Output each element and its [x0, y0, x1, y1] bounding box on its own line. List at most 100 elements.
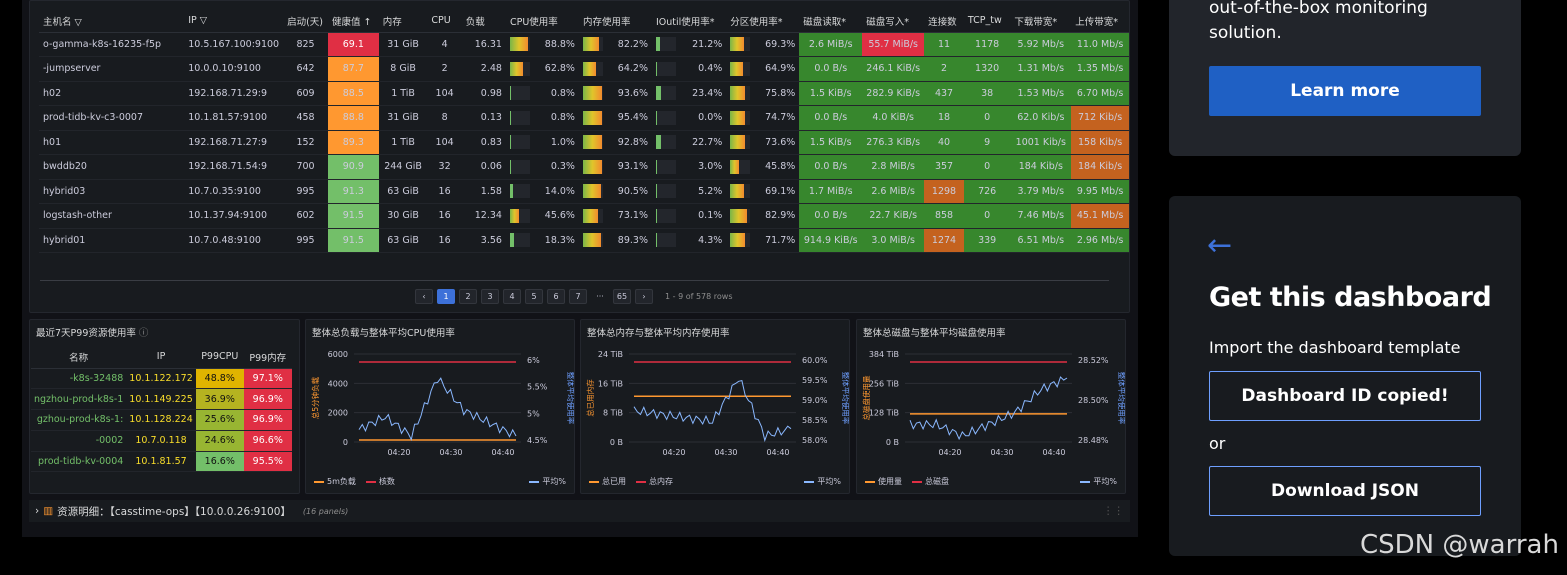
column-header[interactable]: IP ▽	[184, 10, 284, 33]
page-button[interactable]: 2	[459, 289, 477, 304]
p99-name[interactable]: ngzhou-prod-k8s-1	[31, 388, 127, 411]
host-name[interactable]: hybrid01	[39, 228, 185, 253]
gauge-cell: 89.3%	[578, 228, 652, 253]
chevron-right-icon[interactable]: ›	[35, 505, 40, 517]
cpu-count[interactable]: 4	[427, 32, 462, 57]
drag-handle-icon[interactable]: ⋮⋮	[1103, 505, 1124, 517]
column-header[interactable]: CPU使用率	[505, 10, 579, 33]
bar-gauge: 4.3%	[655, 233, 722, 248]
memory-total[interactable]: 31 GiB	[378, 32, 428, 57]
next-page-button[interactable]: ›	[635, 289, 653, 304]
cpu-count[interactable]: 8	[427, 105, 462, 131]
memory-total[interactable]: 63 GiB	[378, 228, 428, 253]
p99-name[interactable]: -0002	[31, 430, 127, 452]
column-header[interactable]: 健康值 ↑	[328, 10, 379, 33]
host-name[interactable]: o-gamma-k8s-16235-f5p	[39, 32, 185, 57]
table-row[interactable]: -k8s-32488 10.1.122.172 48.8% 97.1%	[31, 368, 292, 390]
legend-item[interactable]: 总已用	[589, 476, 626, 487]
memory-total[interactable]: 30 GiB	[378, 203, 428, 229]
host-name[interactable]: h01	[39, 130, 185, 155]
memory-total[interactable]: 244 GiB	[378, 154, 428, 180]
download-json-button[interactable]: Download JSON	[1209, 466, 1481, 516]
learn-more-button[interactable]: Learn more	[1209, 66, 1481, 116]
page-button[interactable]: 65	[613, 289, 631, 304]
column-header[interactable]: CPU	[427, 10, 462, 33]
page-button[interactable]: 6	[547, 289, 565, 304]
page-button[interactable]: 4	[503, 289, 521, 304]
host-name[interactable]: prod-tidb-kv-c3-0007	[39, 105, 185, 131]
table-row[interactable]: h01 192.168.71.27:9 152 89.3 1 TiB 104 0.83 1.0…	[39, 130, 1129, 155]
disk-chart[interactable]: 384 TiB 256 TiB 128 TiB 0 B 28.52% 28.50% 28.4…	[857, 342, 1125, 472]
host-name[interactable]: bwddb20	[39, 154, 185, 180]
column-header[interactable]: P99内存	[243, 346, 292, 369]
table-row[interactable]: bwddb20 192.168.71.54:9 700 90.9 244 GiB 32 0.…	[39, 154, 1129, 180]
cpu-count[interactable]: 104	[427, 81, 462, 106]
table-row[interactable]: logstash-other 10.1.37.94:9100 602 91.5 30 G…	[39, 203, 1129, 229]
host-name[interactable]: h02	[39, 81, 185, 106]
column-header[interactable]: 主机名 ▽	[39, 10, 185, 33]
page-button[interactable]: ···	[596, 292, 604, 301]
host-name[interactable]: hybrid03	[39, 179, 185, 204]
table-row[interactable]: hybrid01 10.7.0.48:9100 995 91.5 63 GiB 16 3.5…	[39, 228, 1129, 253]
p99-name[interactable]: gzhou-prod-k8s-1:	[31, 409, 127, 431]
host-name[interactable]: -jumpserver	[39, 56, 185, 82]
page-button[interactable]: 3	[481, 289, 499, 304]
column-header[interactable]: 分区使用率*	[726, 10, 800, 33]
memory-total[interactable]: 1 TiB	[378, 81, 428, 106]
column-header[interactable]: IOutil使用率*	[651, 10, 727, 33]
memory-chart[interactable]: 24 TiB 16 TiB 8 TiB 0 B 60.0% 59.5% 59.0% 58.5%…	[581, 342, 849, 472]
legend-item[interactable]: 平均%	[1080, 476, 1117, 487]
column-header[interactable]: 内存	[378, 10, 428, 33]
legend-item[interactable]: 5m负载	[314, 476, 356, 487]
column-header[interactable]: 内存使用率	[578, 10, 652, 33]
prev-page-button[interactable]: ‹	[415, 289, 433, 304]
p99-name[interactable]: prod-tidb-kv-0004	[31, 451, 127, 473]
cpu-count[interactable]: 16	[427, 179, 462, 204]
legend-item[interactable]: 总磁盘	[912, 476, 949, 487]
cpu-count[interactable]: 104	[427, 130, 462, 155]
page-button[interactable]: 7	[569, 289, 587, 304]
column-header[interactable]: 上传带宽*	[1071, 10, 1129, 33]
memory-total[interactable]: 63 GiB	[378, 179, 428, 204]
table-row[interactable]: -jumpserver 10.0.0.10:9100 642 87.7 8 GiB 2 2.…	[39, 56, 1129, 82]
column-header[interactable]: 磁盘写入*	[862, 10, 925, 33]
column-header[interactable]: 负载	[461, 10, 506, 33]
info-icon[interactable]: ⓘ	[138, 328, 149, 339]
column-header[interactable]: 连接数	[924, 10, 964, 33]
cpu-count[interactable]: 32	[427, 154, 462, 180]
cpu-count[interactable]: 2	[427, 56, 462, 82]
legend-item[interactable]: 平均%	[529, 476, 566, 487]
page-button[interactable]: 5	[525, 289, 543, 304]
column-header[interactable]: IP	[126, 346, 196, 369]
load-cpu-chart[interactable]: 6000 4000 2000 0 6% 5.5% 5% 4.5% 04:20 04:30 04:40…	[306, 342, 574, 472]
table-row[interactable]: prod-tidb-kv-0004 10.1.81.57 16.6% 95.5%	[31, 451, 292, 473]
table-row[interactable]: ngzhou-prod-k8s-1 10.1.149.225 36.9% 96.9%	[31, 388, 292, 411]
cpu-count[interactable]: 16	[427, 228, 462, 253]
column-header[interactable]: 名称	[31, 346, 127, 369]
copy-dashboard-id-button[interactable]: Dashboard ID copied!	[1209, 371, 1481, 421]
legend-item[interactable]: 核数	[365, 476, 395, 487]
column-header[interactable]: 启动(天)	[283, 10, 328, 33]
table-row[interactable]: gzhou-prod-k8s-1: 10.1.128.224 25.6% 96.9%	[31, 409, 292, 431]
cpu-count[interactable]: 16	[427, 203, 462, 229]
memory-total[interactable]: 8 GiB	[378, 56, 428, 82]
legend-item[interactable]: 使用量	[865, 476, 902, 487]
host-name[interactable]: logstash-other	[39, 203, 185, 229]
memory-total[interactable]: 31 GiB	[378, 105, 428, 131]
column-header[interactable]: 下载带宽*	[1010, 10, 1072, 33]
table-row[interactable]: hybrid03 10.7.0.35:9100 995 91.3 63 GiB 16 1.5…	[39, 179, 1129, 204]
arrow-left-icon[interactable]: ←	[1207, 228, 1233, 263]
table-row[interactable]: prod-tidb-kv-c3-0007 10.1.81.57:9100 458 88…	[39, 105, 1129, 131]
memory-total[interactable]: 1 TiB	[378, 130, 428, 155]
p99-name[interactable]: -k8s-32488	[31, 368, 127, 390]
column-header[interactable]: P99CPU	[195, 346, 244, 369]
collapsed-row-header[interactable]: › ▥ 资源明细：【casstime-ops】【10.0.0.26:9100】 …	[29, 500, 1130, 522]
page-button[interactable]: 1	[437, 289, 455, 304]
table-row[interactable]: h02 192.168.71.29:9 609 88.5 1 TiB 104 0.98 0.8…	[39, 81, 1129, 106]
legend-item[interactable]: 平均%	[804, 476, 841, 487]
table-row[interactable]: o-gamma-k8s-16235-f5p 10.5.167.100:9100 82…	[39, 32, 1129, 57]
column-header[interactable]: 磁盘读取*	[799, 10, 863, 33]
column-header[interactable]: TCP_tw	[963, 10, 1011, 33]
table-row[interactable]: -0002 10.7.0.118 24.6% 96.6%	[31, 430, 292, 452]
legend-item[interactable]: 总内存	[636, 476, 673, 487]
